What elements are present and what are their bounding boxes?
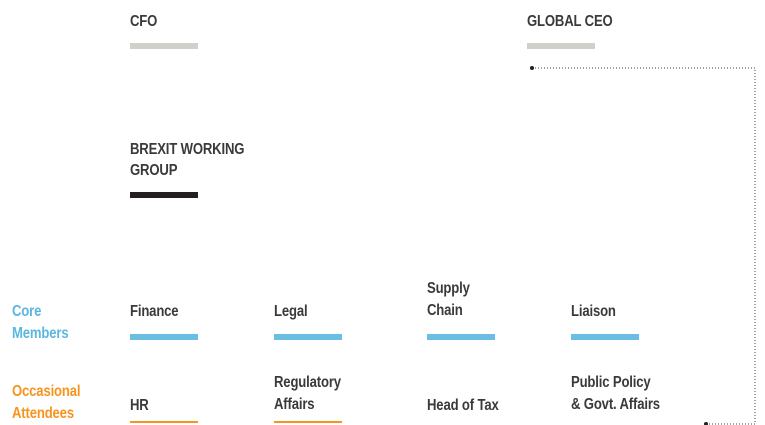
node-label: Regulatory: [274, 374, 341, 391]
node-label: & Govt. Affairs: [571, 396, 660, 413]
node-label: Legal: [274, 303, 308, 320]
row-label: Members: [12, 325, 69, 342]
node-underline: [130, 421, 198, 423]
node-bar: [130, 43, 198, 49]
node-label: Supply: [427, 280, 470, 297]
node-label: Public Policy: [571, 374, 651, 391]
node-label: GROUP: [130, 162, 178, 179]
node-label: Finance: [130, 303, 179, 320]
dotted-connector: [532, 67, 756, 425]
node-label: Chain: [427, 302, 463, 319]
row-label: Attendees: [12, 405, 74, 422]
node-bar: [427, 334, 495, 340]
node-label: Liaison: [571, 303, 616, 320]
connector-dot: [530, 66, 534, 70]
connector-dot: [704, 422, 708, 425]
node-bar: [527, 43, 595, 49]
node-label: HR: [130, 397, 149, 414]
row-label: Core: [12, 303, 42, 320]
node-label: GLOBAL CEO: [527, 13, 613, 30]
node-bar: [571, 334, 639, 340]
row-label: Occasional: [12, 383, 81, 400]
node-label: Head of Tax: [427, 397, 499, 414]
node-bar: [130, 334, 198, 340]
node-label: Affairs: [274, 396, 315, 413]
node-underline: [274, 421, 342, 423]
node-label: BREXIT WORKING: [130, 141, 245, 158]
node-bar: [130, 192, 198, 198]
node-bar: [274, 334, 342, 340]
node-label: CFO: [130, 13, 158, 30]
